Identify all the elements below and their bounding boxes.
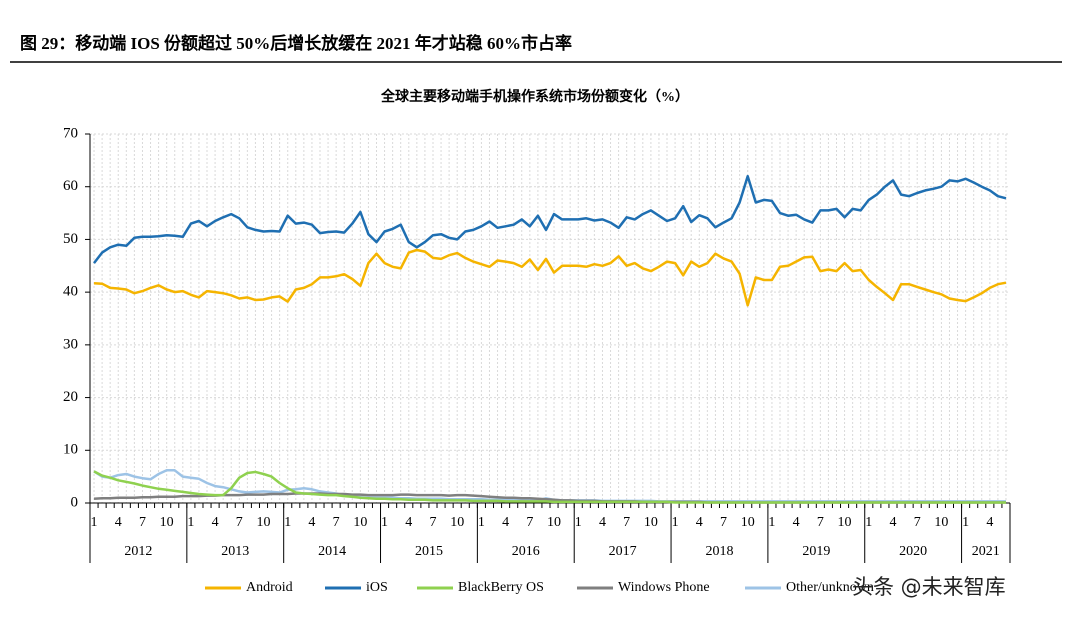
x-tick-label: 1: [865, 515, 872, 530]
y-tick-label: 60: [63, 178, 78, 194]
y-tick-label: 20: [63, 389, 78, 405]
x-tick-label: 1: [187, 515, 194, 530]
year-label: 2013: [221, 544, 249, 559]
plot: 0 10 20 30 40 50 60 70 1 4 7 10 1 4 7 10 1 4 7 10 1 4 7 10 1 4 7 10…: [63, 125, 1011, 595]
x-tick-label: 10: [838, 515, 852, 530]
x-tick-label: 4: [502, 515, 509, 530]
x-tick-label: 4: [308, 515, 315, 530]
year-label: 2015: [415, 544, 443, 559]
x-tick-label: 1: [768, 515, 775, 530]
page-title: 图 29：移动端 IOS 份额超过 50%后增长放缓在 2021 年才站稳 60…: [20, 33, 572, 53]
series-line: [93, 174, 1007, 264]
x-tick-label: 10: [741, 515, 755, 530]
x-tick-label: 7: [720, 515, 727, 530]
year-label: 2017: [609, 544, 637, 559]
year-label: 2012: [124, 544, 152, 559]
y-tick-label: 50: [63, 231, 78, 247]
y-tick-label: 40: [63, 284, 78, 300]
x-tick-label: 1: [284, 515, 291, 530]
year-label: 2016: [512, 544, 540, 559]
year-label: 2019: [802, 544, 830, 559]
x-tick-label: 4: [599, 515, 606, 530]
year-label: 2014: [318, 544, 346, 559]
x-tick-label: 4: [405, 515, 412, 530]
x-tick-label: 1: [575, 515, 582, 530]
y-tick-label: 70: [63, 125, 78, 141]
y-tick-label: 0: [71, 494, 79, 510]
x-tick-label: 1: [478, 515, 485, 530]
series-line: [93, 470, 1006, 504]
x-tick-label: 10: [644, 515, 658, 530]
x-tick-label: 7: [623, 515, 630, 530]
x-tick-label: 7: [526, 515, 533, 530]
x-tick-label: 7: [914, 515, 921, 530]
x-tick-label: 10: [934, 515, 948, 530]
x-tick-label: 4: [696, 515, 703, 530]
x-tick-label: 1: [91, 515, 98, 530]
x-tick-label: 4: [793, 515, 800, 530]
year-label: 2021: [972, 544, 1000, 559]
x-tick-label: 10: [257, 515, 271, 530]
x-tick-label: 7: [429, 515, 436, 530]
legend-label: iOS: [366, 580, 388, 595]
legend-label: Android: [246, 580, 293, 595]
y-tick-label: 30: [63, 336, 78, 352]
x-tick-label: 1: [381, 515, 388, 530]
x-tick-label: 4: [986, 515, 993, 530]
legend-label: Other/unknown: [786, 580, 874, 595]
x-tick-label: 10: [353, 515, 367, 530]
x-tick-label: 10: [450, 515, 464, 530]
chart-title: 全球主要移动端手机操作系统市场份额变化（%）: [380, 88, 689, 105]
x-tick-label: 7: [817, 515, 824, 530]
x-tick-label: 10: [547, 515, 561, 530]
year-label: 2018: [705, 544, 733, 559]
year-label: 2020: [899, 544, 927, 559]
x-tick-label: 7: [139, 515, 146, 530]
series-line: [93, 248, 1007, 307]
x-tick-label: 7: [236, 515, 243, 530]
x-tick-label: 1: [962, 515, 969, 530]
legend-label: Windows Phone: [618, 580, 710, 595]
y-tick-label: 10: [63, 442, 78, 458]
x-tick-label: 1: [672, 515, 679, 530]
legend-label: BlackBerry OS: [458, 580, 544, 595]
x-tick-label: 7: [333, 515, 340, 530]
x-tick-label: 10: [160, 515, 174, 530]
x-tick-label: 4: [212, 515, 219, 530]
x-tick-label: 4: [889, 515, 896, 530]
x-tick-label: 4: [115, 515, 122, 530]
watermark: 头条 @未来智库: [852, 575, 1006, 599]
